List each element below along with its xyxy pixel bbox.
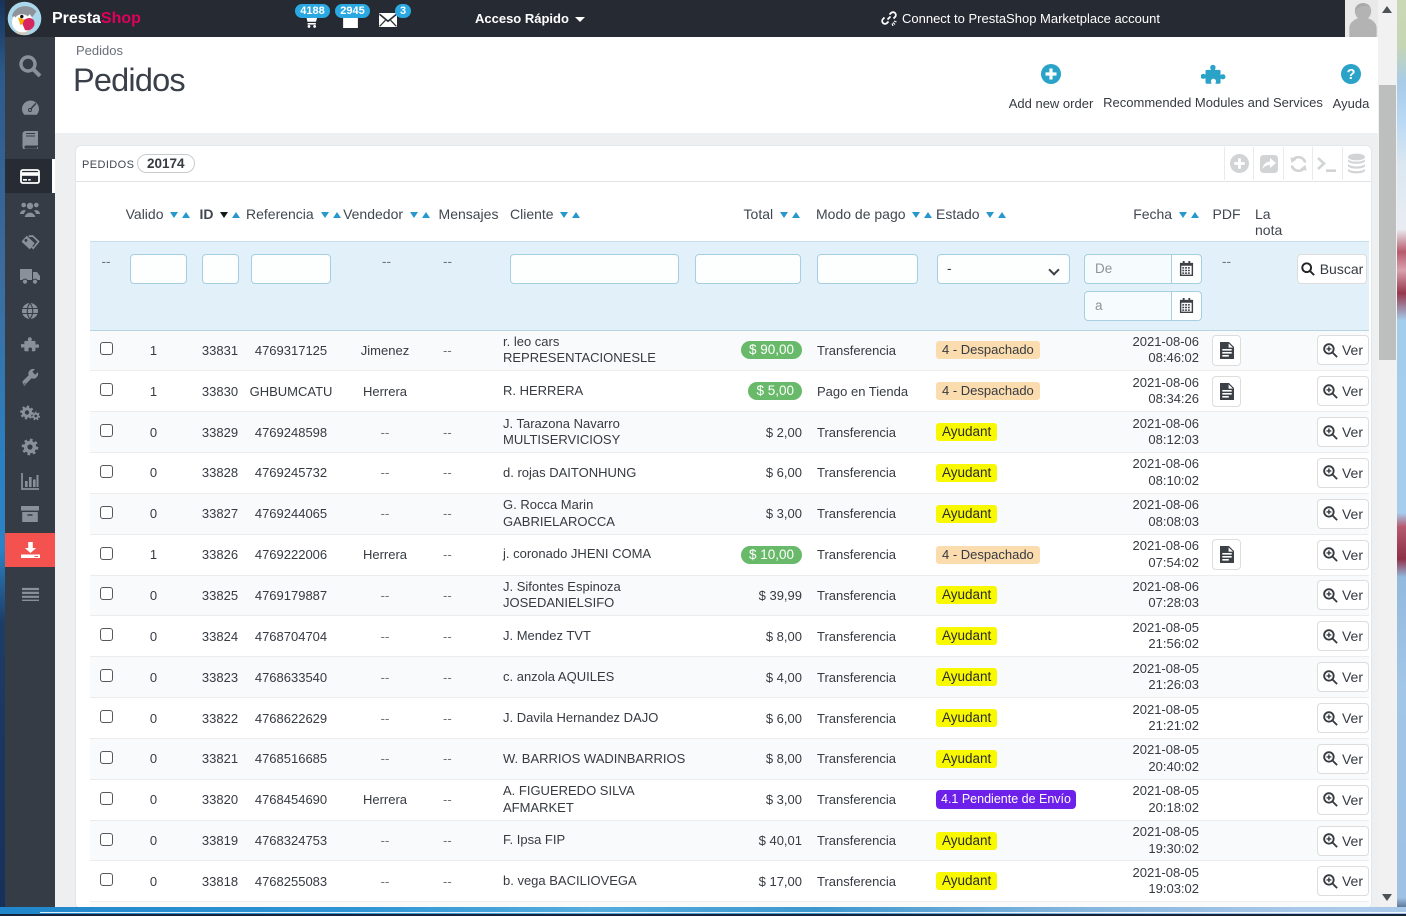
- svg-text:?: ?: [1347, 67, 1356, 83]
